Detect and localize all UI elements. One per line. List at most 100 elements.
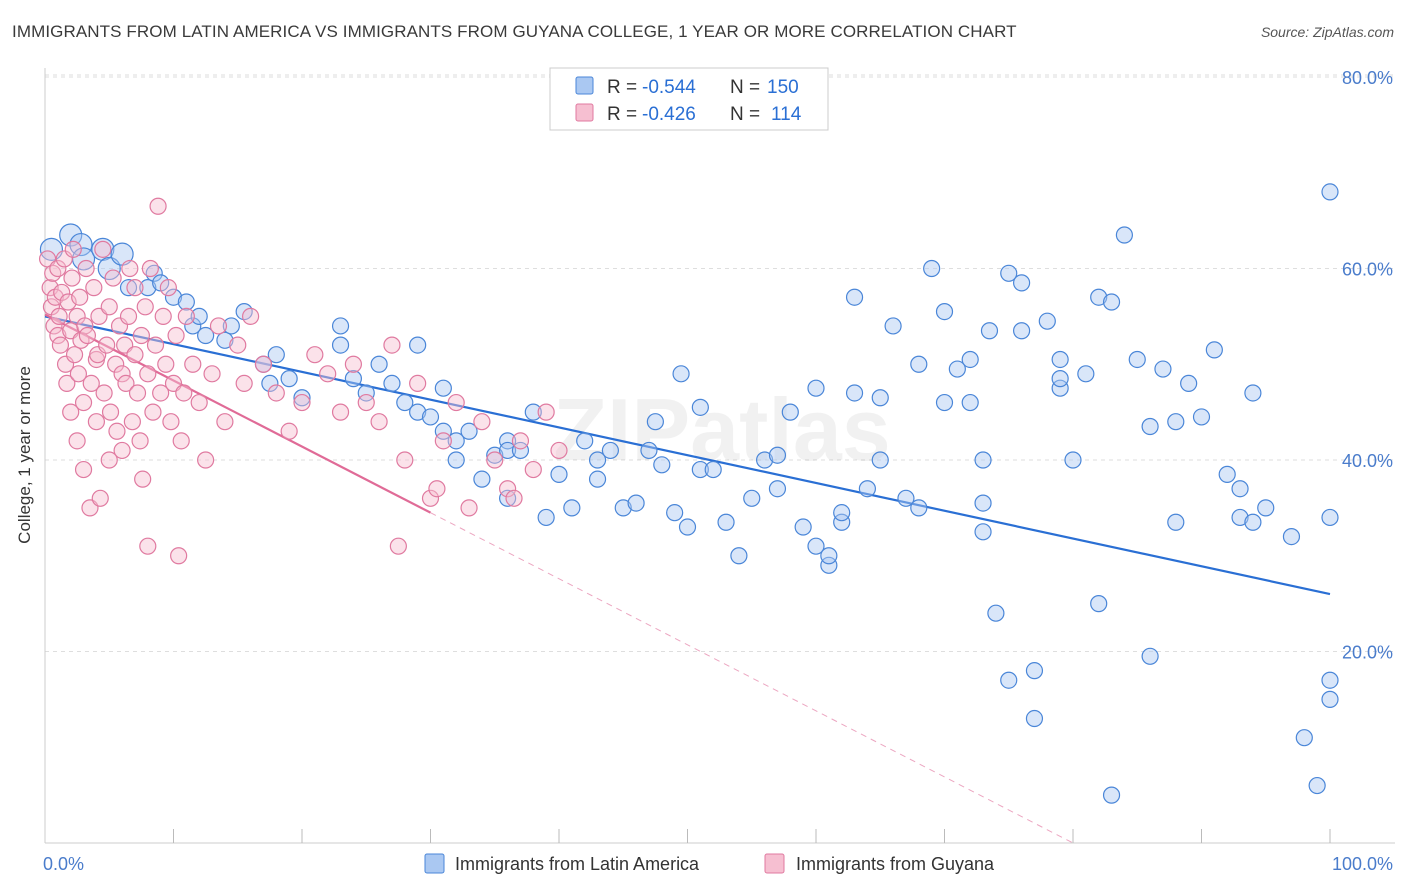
point-latin-america	[409, 403, 427, 421]
point-guyana	[49, 326, 67, 345]
point-guyana	[254, 355, 273, 373]
point-guyana	[45, 317, 63, 335]
point-guyana	[409, 374, 427, 392]
point-guyana	[505, 489, 523, 507]
point-latin-america	[691, 460, 709, 479]
point-latin-america	[646, 413, 664, 431]
point-guyana	[65, 346, 84, 364]
point-guyana	[63, 269, 81, 287]
point-latin-america	[653, 456, 671, 474]
point-guyana	[172, 432, 190, 450]
point-guyana	[69, 365, 88, 383]
legend-box	[549, 67, 829, 131]
point-latin-america	[974, 523, 992, 541]
point-guyana	[113, 365, 131, 383]
point-latin-america	[1051, 370, 1069, 388]
point-guyana	[209, 317, 228, 335]
point-latin-america	[550, 465, 568, 483]
point-latin-america	[1141, 647, 1159, 665]
point-guyana	[460, 499, 478, 517]
point-latin-america	[499, 432, 517, 450]
point-latin-america	[261, 374, 279, 392]
point-guyana	[95, 384, 113, 402]
point-guyana	[74, 460, 93, 479]
point-latin-america	[216, 331, 234, 349]
point-guyana	[123, 413, 141, 431]
point-latin-america	[935, 302, 954, 321]
point-guyana	[58, 374, 76, 392]
point-latin-america	[614, 499, 632, 517]
point-latin-america	[820, 547, 838, 565]
point-latin-america	[1090, 595, 1108, 613]
point-guyana	[421, 489, 440, 507]
point-guyana	[184, 355, 202, 373]
point-guyana	[139, 537, 157, 555]
legend: R = -0.544 N = 150 R = -0.426 N = 114	[549, 67, 829, 131]
point-latin-america	[1218, 465, 1236, 483]
point-latin-america	[1051, 350, 1069, 369]
point-guyana	[50, 307, 68, 325]
point-latin-america	[139, 279, 157, 297]
point-guyana	[64, 240, 82, 258]
point-guyana	[537, 403, 555, 421]
point-latin-america	[666, 504, 684, 522]
point-latin-america	[640, 441, 658, 460]
point-latin-america	[331, 317, 350, 335]
point-guyana	[136, 298, 154, 316]
point-latin-america	[537, 508, 555, 527]
point-latin-america	[1244, 513, 1262, 531]
point-latin-america	[923, 259, 941, 278]
point-guyana	[383, 336, 401, 354]
point-guyana	[108, 422, 126, 440]
point-latin-america	[293, 389, 311, 407]
point-guyana	[229, 336, 247, 354]
point-latin-america	[717, 513, 735, 531]
point-latin-america	[434, 379, 452, 397]
point-guyana	[94, 240, 112, 258]
point-latin-america	[980, 322, 999, 340]
point-latin-america	[672, 365, 690, 383]
point-guyana	[131, 432, 149, 450]
point-latin-america	[486, 446, 504, 464]
point-guyana	[91, 489, 109, 507]
point-latin-america	[1102, 293, 1121, 311]
point-latin-america	[383, 374, 401, 392]
point-latin-america	[871, 389, 889, 407]
point-latin-america	[858, 480, 877, 498]
point-latin-america	[704, 460, 722, 479]
point-guyana	[100, 451, 118, 469]
y-axis-label: College, 1 year or more	[15, 366, 34, 544]
point-guyana	[128, 384, 147, 402]
bottom-legend: Immigrants from Latin America Immigrants…	[424, 853, 995, 874]
point-guyana	[98, 336, 116, 354]
point-latin-america	[164, 288, 183, 306]
legend-r-value-pink: -0.426	[642, 104, 696, 125]
point-guyana	[434, 432, 452, 450]
point-latin-america	[1321, 690, 1339, 708]
y-tick-label: 40.0%	[1342, 451, 1393, 471]
point-guyana	[550, 441, 568, 460]
point-latin-america	[280, 370, 298, 388]
point-latin-america	[871, 451, 889, 469]
point-latin-america	[1244, 384, 1262, 402]
point-latin-america	[197, 326, 215, 345]
point-latin-america	[1295, 729, 1313, 747]
legend-r-value-blue: -0.544	[642, 77, 696, 98]
point-latin-america	[1231, 508, 1249, 527]
point-guyana	[51, 336, 70, 354]
point-latin-america	[1205, 341, 1223, 359]
point-latin-america	[833, 513, 851, 531]
point-latin-america	[421, 408, 440, 426]
point-guyana	[499, 480, 517, 498]
point-latin-america	[1180, 374, 1198, 392]
point-guyana	[100, 298, 118, 316]
point-latin-america	[910, 355, 928, 373]
legend-r-label-pink: R =	[607, 104, 637, 125]
point-guyana	[146, 336, 165, 354]
point-guyana	[175, 384, 193, 402]
point-latin-america	[948, 360, 966, 378]
point-latin-america	[447, 451, 465, 469]
point-latin-america	[974, 494, 992, 512]
y-tick-label: 20.0%	[1342, 643, 1393, 663]
point-latin-america	[987, 604, 1005, 622]
